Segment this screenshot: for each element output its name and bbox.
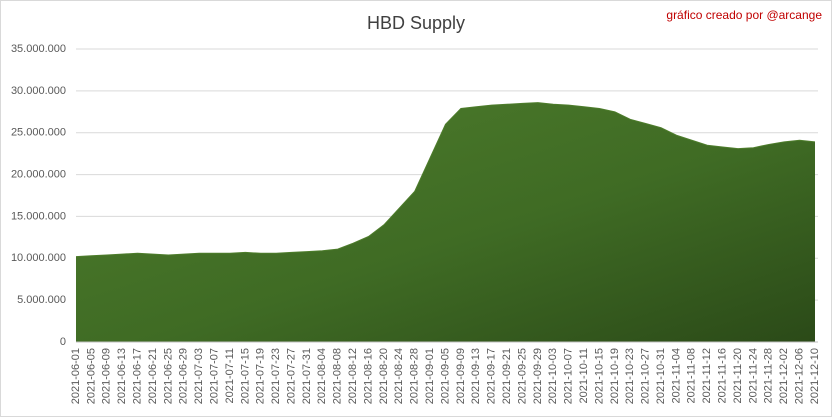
x-tick-label: 2021-10-03 — [547, 348, 559, 404]
x-tick-label: 2021-09-01 — [424, 348, 436, 404]
y-tick-label: 15.000.000 — [11, 210, 66, 222]
y-tick-label: 30.000.000 — [11, 85, 66, 97]
x-tick-label: 2021-11-20 — [732, 348, 744, 403]
x-tick-label: 2021-09-05 — [439, 348, 451, 404]
x-tick-label: 2021-07-27 — [285, 348, 297, 404]
x-tick-label: 2021-07-07 — [208, 348, 220, 404]
y-tick-label: 35.000.000 — [11, 43, 66, 55]
x-tick-label: 2021-11-08 — [686, 348, 698, 403]
x-tick-label: 2021-08-24 — [393, 348, 405, 404]
x-tick-label: 2021-10-31 — [655, 348, 667, 404]
x-tick-label: 2021-09-13 — [470, 348, 482, 404]
x-tick-label: 2021-09-17 — [486, 348, 498, 404]
x-tick-label: 2021-08-08 — [332, 348, 344, 404]
x-tick-label: 2021-12-10 — [809, 348, 821, 404]
y-tick-label: 10.000.000 — [11, 252, 66, 264]
x-tick-label: 2021-12-02 — [778, 348, 790, 404]
chart-title: HBD Supply — [367, 13, 465, 33]
x-tick-label: 2021-09-29 — [532, 348, 544, 404]
x-tick-label: 2021-11-16 — [717, 348, 729, 403]
x-tick-label: 2021-08-12 — [347, 348, 359, 404]
y-tick-label: 20.000.000 — [11, 168, 66, 180]
x-tick-label: 2021-06-09 — [101, 348, 113, 404]
x-tick-label: 2021-06-17 — [131, 348, 143, 404]
x-tick-label: 2021-06-21 — [147, 348, 159, 404]
x-tick-label: 2021-10-23 — [624, 348, 636, 404]
x-tick-label: 2021-06-25 — [162, 348, 174, 404]
x-tick-label: 2021-07-19 — [255, 348, 267, 404]
x-tick-label: 2021-09-21 — [501, 348, 513, 404]
x-tick-label: 2021-11-12 — [701, 348, 713, 403]
x-tick-label: 2021-06-01 — [70, 348, 82, 404]
x-tick-label: 2021-10-15 — [593, 348, 605, 404]
x-tick-label: 2021-08-16 — [362, 348, 374, 404]
x-tick-label: 2021-11-04 — [670, 348, 682, 403]
x-tick-label: 2021-11-24 — [747, 348, 759, 403]
x-tick-label: 2021-06-29 — [178, 348, 190, 404]
x-tick-label: 2021-10-27 — [640, 348, 652, 404]
x-tick-label: 2021-06-05 — [85, 348, 97, 404]
y-tick-label: 25.000.000 — [11, 127, 66, 139]
y-tick-label: 5.000.000 — [17, 294, 66, 306]
x-tick-label: 2021-09-25 — [516, 348, 528, 404]
x-tick-label: 2021-10-19 — [609, 348, 621, 404]
area — [76, 102, 815, 342]
annotation: gráfico creado por @arcange — [666, 8, 822, 22]
x-tick-label: 2021-08-20 — [378, 348, 390, 404]
x-tick-label: 2021-07-11 — [224, 348, 236, 403]
x-tick-label: 2021-12-06 — [794, 348, 806, 404]
x-tick-label: 2021-07-23 — [270, 348, 282, 404]
x-tick-label: 2021-08-28 — [409, 348, 421, 404]
x-tick-label: 2021-10-11 — [578, 348, 590, 403]
x-tick-label: 2021-08-04 — [316, 348, 328, 404]
x-tick-label: 2021-10-07 — [563, 348, 575, 404]
x-tick-label: 2021-07-15 — [239, 348, 251, 404]
x-tick-label: 2021-09-09 — [455, 348, 467, 404]
x-tick-label: 2021-06-13 — [116, 348, 128, 404]
y-tick-label: 0 — [60, 336, 66, 348]
x-tick-label: 2021-07-03 — [193, 348, 205, 404]
area-edge — [75, 102, 816, 258]
x-tick-label: 2021-11-28 — [763, 348, 775, 403]
x-tick-label: 2021-07-31 — [301, 348, 313, 404]
